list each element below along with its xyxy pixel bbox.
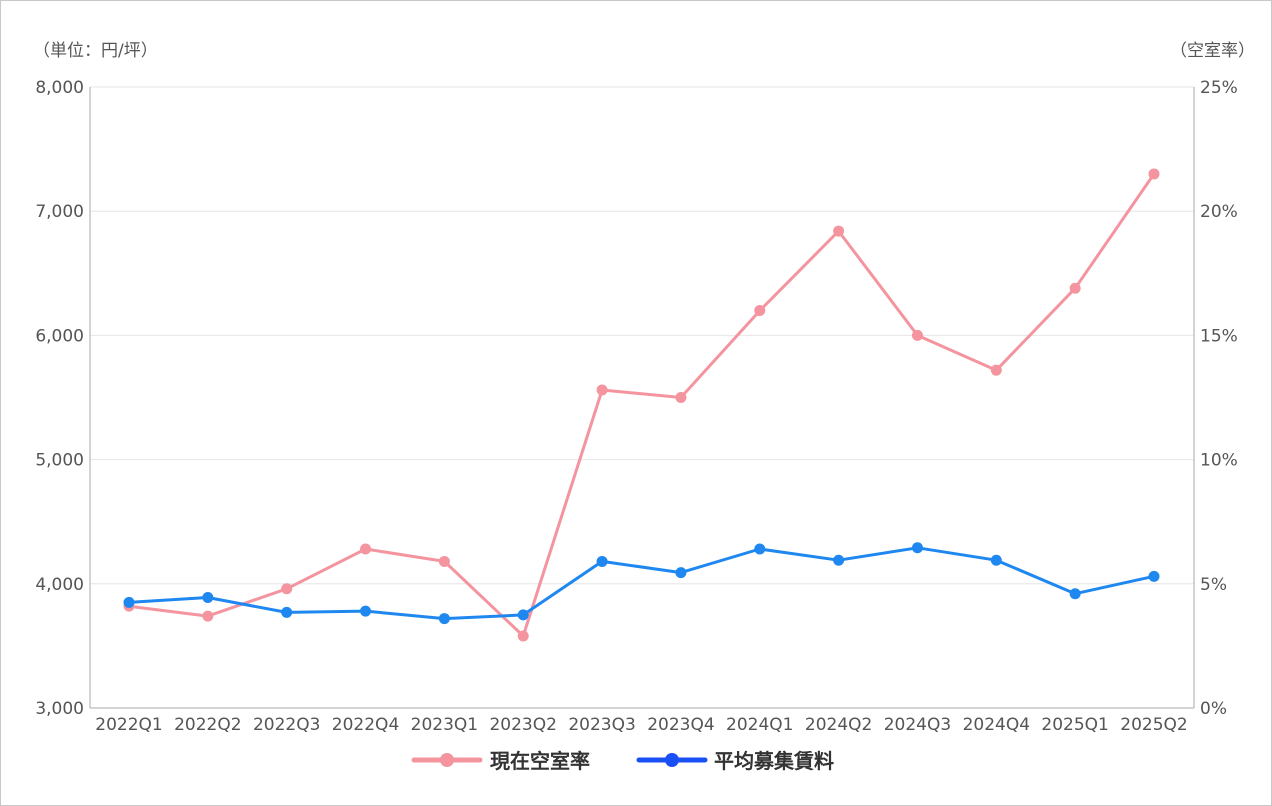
x-tick-label: 2023Q3 [568,715,635,735]
right-tick-label: 15% [1200,326,1238,346]
left-axis-ticks: 3,000 4,000 5,000 6,000 7,000 8,000 [35,78,84,719]
grid-layer [90,86,1194,585]
data-point [438,555,450,567]
x-tick-label: 2023Q4 [647,715,714,735]
left-tick-label: 5,000 [35,451,84,471]
data-point [360,605,372,617]
data-point [360,543,372,555]
series-2 [123,542,1160,625]
data-point [281,583,293,595]
data-point [754,543,766,555]
axes-layer [89,87,1195,709]
x-tick-label: 2022Q3 [253,715,320,735]
left-tick-label: 3,000 [35,699,84,719]
data-point [596,555,608,567]
x-tick-label: 2024Q2 [805,715,872,735]
data-point [202,591,214,603]
data-point [833,554,845,566]
left-tick-label: 4,000 [35,575,84,595]
left-tick-label: 8,000 [35,78,84,98]
legend-item: 平均募集賃料 [636,749,834,773]
right-tick-label: 0% [1200,699,1227,719]
left-tick-label: 6,000 [35,326,84,346]
data-point [596,384,608,396]
data-point [1148,570,1160,582]
x-tick-label: 2022Q2 [174,715,241,735]
legend-swatch-marker [665,753,679,767]
data-point [675,567,687,579]
right-tick-label: 20% [1200,202,1238,222]
data-point [911,329,923,341]
data-point [911,542,923,554]
legend: 現在空室率 平均募集賃料 [411,749,834,773]
right-tick-label: 10% [1200,451,1238,471]
data-point [1148,168,1160,180]
data-point [990,364,1002,376]
legend-swatch-marker [440,753,454,767]
legend-label: 平均募集賃料 [714,749,834,773]
x-tick-label: 2023Q1 [411,715,478,735]
left-axis-unit-label: （単位：円/坪） [33,41,158,61]
x-tick-label: 2025Q1 [1041,715,1108,735]
data-point [202,610,214,622]
data-point [438,613,450,625]
right-tick-label: 5% [1200,575,1227,595]
x-tick-label: 2024Q4 [963,715,1030,735]
data-point [675,392,687,403]
data-point [990,554,1002,566]
data-point [833,225,845,237]
x-tick-label: 2024Q1 [726,715,793,735]
right-tick-label: 25% [1200,78,1238,98]
data-point [1069,282,1081,294]
x-tick-label: 2022Q4 [332,715,399,735]
legend-label: 現在空室率 [490,749,590,773]
series-1 [123,168,1160,642]
x-tick-label: 2025Q2 [1120,715,1187,735]
data-point [123,596,135,608]
series-line [128,173,1156,638]
data-point [517,609,529,621]
series-layer [123,168,1160,642]
data-point [1069,588,1081,600]
data-point [517,630,529,642]
x-tick-label: 2023Q2 [489,715,556,735]
x-tick-label: 2022Q1 [95,715,162,735]
series-line [128,546,1155,621]
data-point [281,606,293,618]
x-axis-ticks: 2022Q1 2022Q2 2022Q3 2022Q4 2023Q1 2023Q2 2023… [95,715,1187,735]
data-point [754,305,766,317]
legend-item: 現在空室率 [411,749,590,773]
x-tick-label: 2024Q3 [884,715,951,735]
left-tick-label: 7,000 [35,202,84,222]
right-axis-unit-label: （空室率） [1170,41,1255,61]
right-axis-ticks: 0% 5% 10% 15% 20% 25% [1200,78,1238,719]
